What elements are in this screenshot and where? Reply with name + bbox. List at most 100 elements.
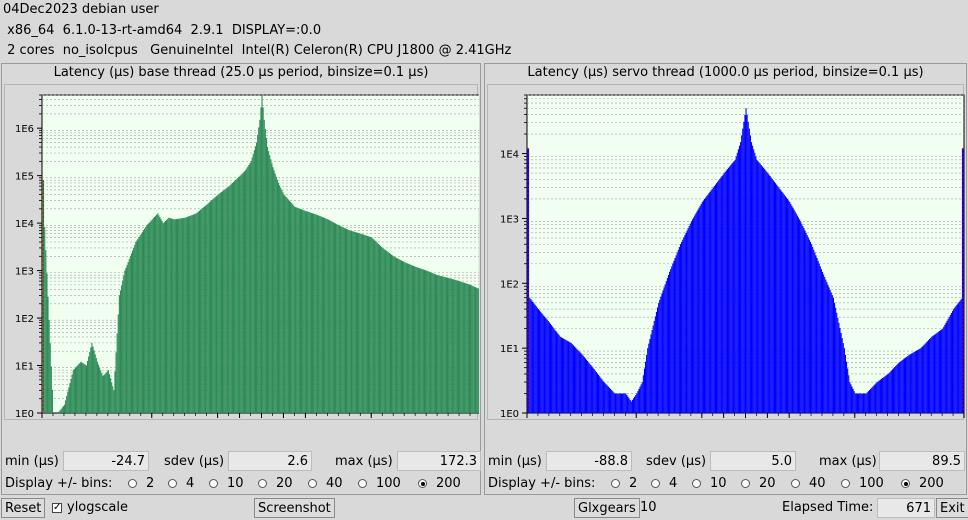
radio-dot[interactable]	[418, 479, 427, 488]
histogram-bar	[885, 375, 887, 413]
histogram-bar	[625, 393, 627, 413]
radio-dot[interactable]	[611, 479, 620, 488]
histogram-bar	[701, 201, 703, 413]
histogram-bar	[946, 320, 948, 413]
base-bins-radio-10[interactable]: 10	[209, 476, 244, 491]
histogram-bar	[583, 357, 585, 413]
histogram-bar	[662, 290, 664, 413]
histogram-bar	[764, 169, 766, 413]
histogram-bar	[646, 354, 648, 413]
histogram-bar	[708, 193, 710, 413]
histogram-bar	[268, 151, 270, 413]
radio-dot[interactable]	[168, 479, 177, 488]
base-bins-radio-200[interactable]: 200	[418, 476, 461, 491]
glxgears-button[interactable]: Glxgears	[574, 498, 640, 518]
histogram-bar	[770, 177, 772, 413]
radio-dot[interactable]	[258, 479, 267, 488]
histogram-bar	[441, 276, 443, 413]
base-bins-radio-100[interactable]: 100	[358, 476, 401, 491]
histogram-bar	[570, 343, 572, 413]
histogram-bar	[648, 343, 650, 413]
radio-label: 10	[710, 476, 727, 491]
histogram-bar	[762, 167, 765, 413]
y-tick-label: 1E2	[500, 279, 519, 290]
histogram-bar	[417, 267, 419, 413]
histogram-bar	[702, 200, 704, 413]
histogram-bar	[399, 259, 401, 413]
radio-dot[interactable]	[901, 479, 910, 488]
histogram-bar	[637, 391, 639, 413]
servo-bins-radio-10[interactable]: 10	[692, 476, 727, 491]
histogram-bar	[302, 209, 304, 413]
histogram-bar	[159, 217, 161, 413]
histogram-bar	[944, 324, 946, 413]
radio-dot[interactable]	[791, 479, 800, 488]
histogram-bar	[870, 388, 872, 413]
histogram-bar	[773, 181, 775, 413]
histogram-bar	[573, 346, 576, 413]
histogram-bar	[564, 339, 566, 413]
histogram-bar	[795, 213, 797, 413]
histogram-bar	[202, 207, 204, 413]
base-bins-radio-2[interactable]: 2	[128, 476, 154, 491]
base-bins-radio-40[interactable]: 40	[308, 476, 343, 491]
histogram-bar	[541, 313, 543, 413]
radio-label: 10	[227, 476, 244, 491]
histogram-bar	[651, 330, 653, 413]
base-bins-radio-20[interactable]: 20	[258, 476, 293, 491]
histogram-bar	[604, 383, 606, 413]
radio-label: 100	[859, 476, 884, 491]
radio-dot[interactable]	[358, 479, 367, 488]
histogram-bar	[687, 228, 689, 413]
histogram-bar	[270, 159, 272, 413]
radio-dot[interactable]	[209, 479, 218, 488]
histogram-bar	[579, 352, 581, 413]
histogram-bar	[236, 178, 238, 413]
histogram-bar	[361, 234, 363, 413]
histogram-bar	[626, 395, 628, 413]
histogram-bar	[956, 304, 958, 413]
histogram-bar	[108, 374, 111, 413]
histogram-bar	[50, 366, 52, 413]
histogram-bar	[937, 331, 939, 413]
histogram-bar	[360, 233, 362, 413]
radio-dot[interactable]	[308, 479, 317, 488]
radio-dot[interactable]	[692, 479, 701, 488]
servo-bins-radio-20[interactable]: 20	[741, 476, 776, 491]
histogram-bar	[398, 259, 400, 413]
histogram-bar	[367, 236, 370, 413]
servo-bins-radio-100[interactable]: 100	[841, 476, 884, 491]
histogram-bar	[342, 227, 344, 413]
histogram-bar	[726, 169, 729, 413]
histogram-bar	[747, 121, 749, 413]
histogram-bar	[178, 218, 180, 413]
radio-dot[interactable]	[128, 479, 137, 488]
histogram-bar	[324, 217, 326, 413]
servo-bins-radio-40[interactable]: 40	[791, 476, 826, 491]
exit-button[interactable]: Exit	[936, 498, 968, 518]
radio-dot[interactable]	[651, 479, 660, 488]
histogram-bar	[263, 119, 265, 413]
histogram-bar	[260, 107, 262, 413]
base-bins-radio-4[interactable]: 4	[168, 476, 194, 491]
histogram-bar	[889, 371, 891, 413]
histogram-bar	[847, 368, 849, 413]
histogram-bar	[242, 172, 244, 413]
histogram-bar	[601, 379, 603, 413]
servo-bins-radio-2[interactable]: 2	[611, 476, 637, 491]
screenshot-button[interactable]: Screenshot	[254, 498, 335, 518]
reset-button[interactable]: Reset	[1, 498, 46, 518]
histogram-bar	[850, 384, 852, 413]
histogram-bar	[336, 224, 338, 413]
servo-bins-radio-4[interactable]: 4	[651, 476, 677, 491]
servo-bins-radio-200[interactable]: 200	[901, 476, 944, 491]
radio-dot[interactable]	[841, 479, 850, 488]
ylogscale-checkbox[interactable]: ✓	[52, 502, 62, 513]
histogram-bar	[387, 252, 389, 413]
histogram-bar	[319, 216, 321, 413]
histogram-bar	[536, 307, 538, 413]
histogram-bar	[707, 194, 709, 413]
radio-dot[interactable]	[741, 479, 750, 488]
histogram-bar	[137, 238, 139, 413]
histogram-bar	[338, 225, 340, 413]
